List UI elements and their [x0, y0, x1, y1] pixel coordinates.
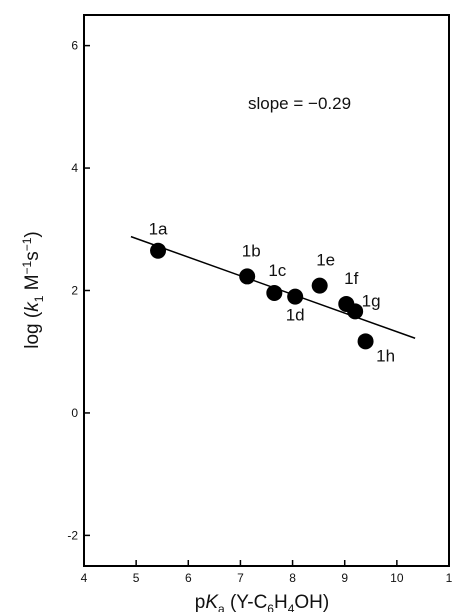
y-tick-label: 6 [71, 39, 78, 53]
y-ticks: -2 0 2 4 6 [67, 39, 90, 542]
slope-annotation: slope = −0.29 [248, 94, 351, 113]
x-axis-title: pKa (Y-C6H4OH) [195, 592, 329, 612]
y-tick-label: 0 [71, 406, 78, 420]
x-tick-label: 9 [341, 571, 348, 585]
y-tick-label: 2 [71, 284, 78, 298]
x-ticks: 4 5 6 7 8 9 10 1 [81, 560, 453, 585]
x-tick-label: 6 [185, 571, 192, 585]
point-label-1h: 1h [376, 346, 395, 365]
x-tick-label: 7 [237, 571, 244, 585]
data-point-1c [266, 284, 283, 301]
point-label-1d: 1d [286, 306, 305, 325]
point-label-1e: 1e [316, 251, 335, 270]
data-point-1e [311, 277, 328, 294]
data-point-1d [287, 288, 304, 305]
data-point-1b [239, 268, 256, 285]
y-axis-title: log (k1 M−1s−1) [20, 231, 46, 348]
data-point-1h [357, 333, 374, 350]
point-label-1b: 1b [242, 241, 261, 260]
y-tick-label: -2 [67, 528, 78, 542]
point-label-1a: 1a [149, 220, 168, 239]
point-label-1f: 1f [344, 269, 358, 288]
data-points [150, 242, 374, 350]
y-tick-label: 4 [71, 161, 78, 175]
data-point-1g [347, 303, 364, 320]
x-tick-label: 5 [133, 571, 140, 585]
x-tick-label: 10 [390, 571, 404, 585]
point-label-1g: 1g [362, 291, 381, 310]
data-point-1a [150, 242, 167, 259]
x-tick-label: 1 [446, 571, 453, 585]
point-label-1c: 1c [268, 261, 286, 280]
x-tick-label: 4 [81, 571, 88, 585]
x-tick-label: 8 [289, 571, 296, 585]
